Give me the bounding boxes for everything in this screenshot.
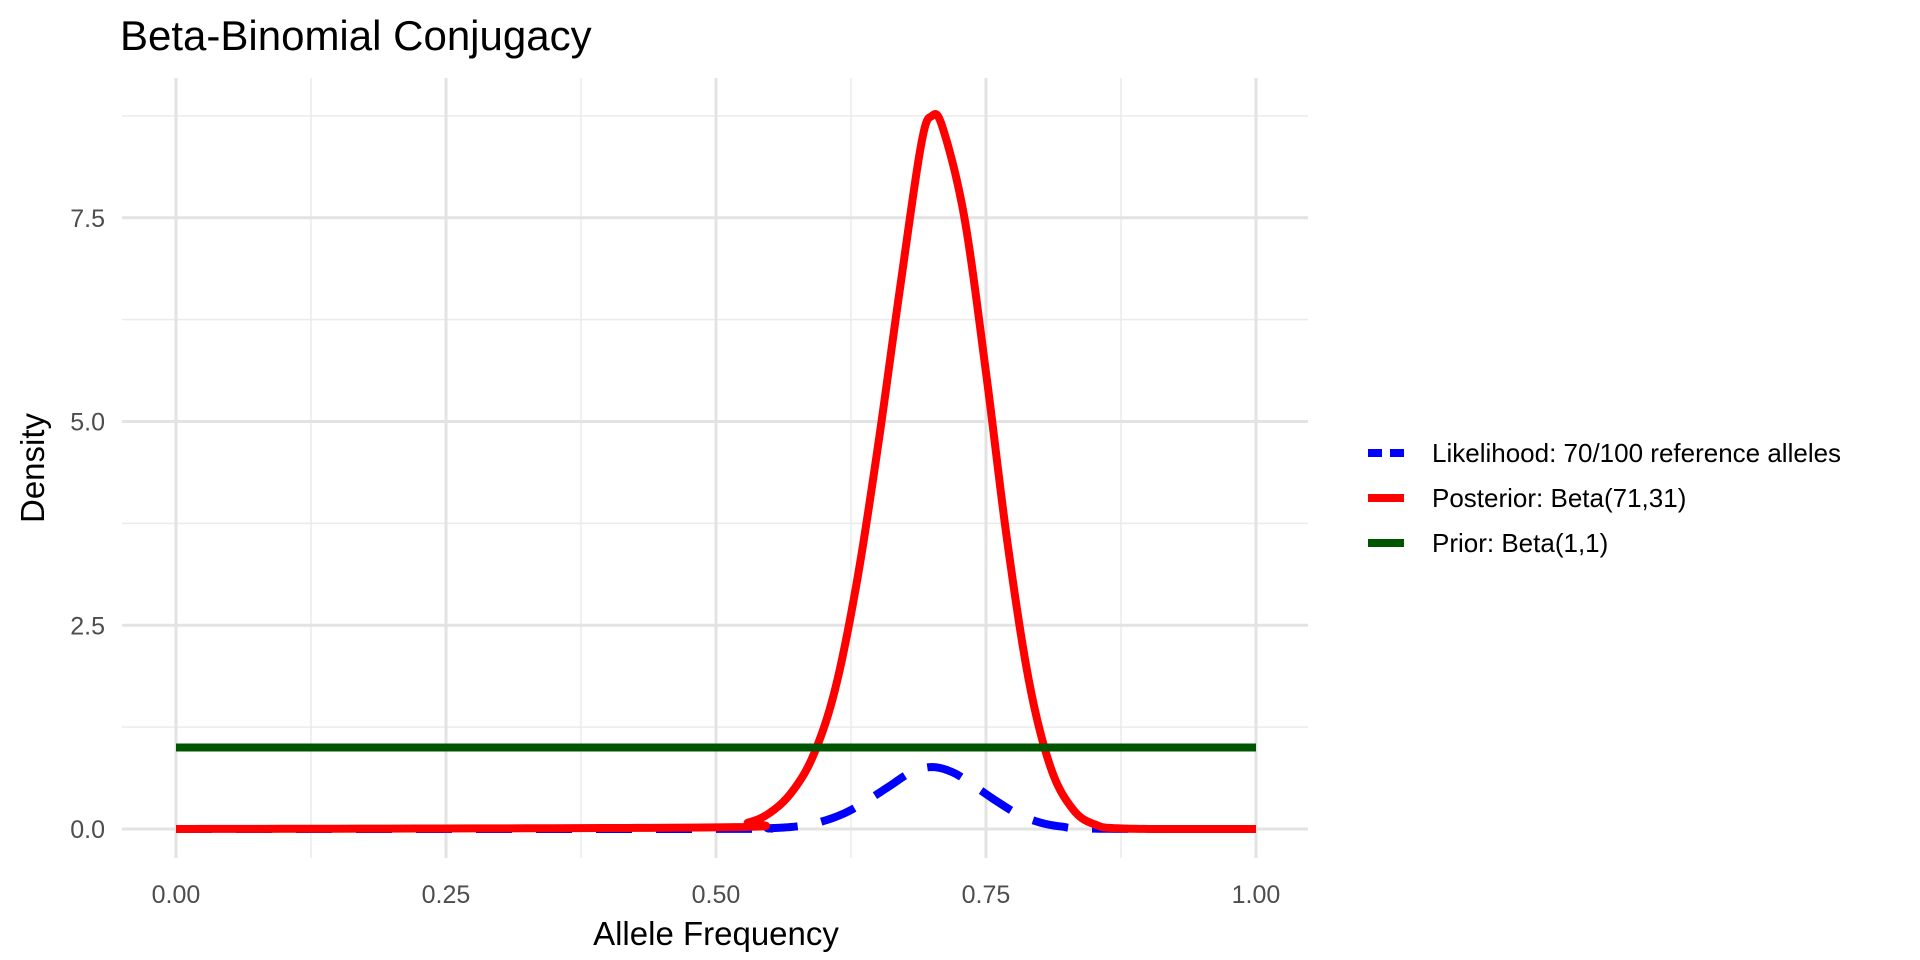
series-layer (175, 110, 1257, 833)
y-tick-label: 5.0 (70, 409, 105, 437)
x-tick-label: 0.50 (692, 881, 741, 909)
y-tick-labels: 0.0 2.5 5.0 7.5 (70, 205, 105, 844)
y-tick-label: 7.5 (70, 205, 105, 233)
x-tick-label: 0.75 (962, 881, 1011, 909)
y-tick-label: 2.5 (70, 612, 105, 640)
x-tick-label: 0.00 (152, 881, 201, 909)
chart-title: Beta-Binomial Conjugacy (120, 12, 592, 59)
legend-label: Prior: Beta(1,1) (1432, 528, 1608, 558)
x-axis-title: Allele Frequency (593, 915, 839, 952)
x-tick-label: 1.00 (1232, 881, 1281, 909)
x-tick-labels: 0.00 0.25 0.50 0.75 1.00 (152, 881, 1281, 909)
series-line-posterior (175, 110, 1257, 833)
legend-label: Likelihood: 70/100 reference alleles (1432, 438, 1841, 468)
grid-major (122, 78, 1308, 858)
series-line-likelihood (176, 763, 1257, 833)
y-tick-label: 0.0 (70, 816, 105, 844)
legend-label: Posterior: Beta(71,31) (1432, 483, 1686, 513)
y-axis-title: Density (14, 412, 51, 523)
x-tick-label: 0.25 (422, 881, 471, 909)
legend: Likelihood: 70/100 reference alleles Post… (1368, 438, 1841, 558)
